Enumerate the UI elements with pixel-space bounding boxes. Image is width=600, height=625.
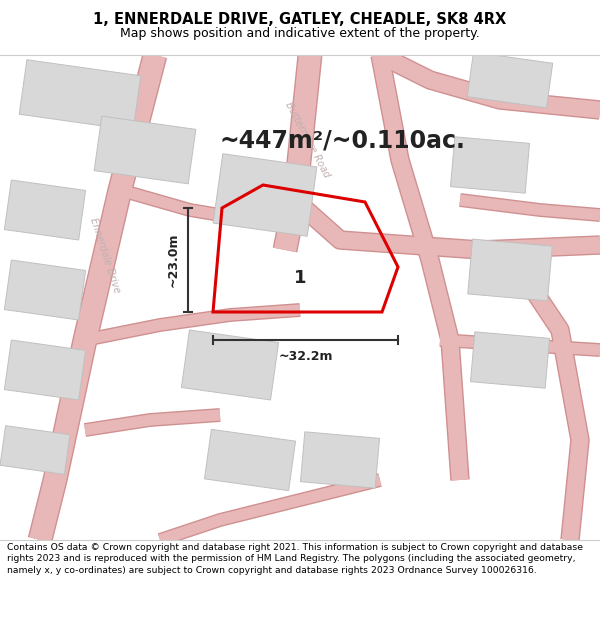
Polygon shape [451,137,530,193]
Polygon shape [470,332,550,388]
Polygon shape [4,180,86,240]
Text: ~23.0m: ~23.0m [167,232,180,288]
Text: Ennerdale Drive: Ennerdale Drive [88,216,122,294]
Polygon shape [301,432,380,488]
Text: Buttermere Road: Buttermere Road [283,101,331,179]
Polygon shape [468,239,552,301]
Polygon shape [205,429,296,491]
Text: ~32.2m: ~32.2m [278,350,333,363]
Text: Contains OS data © Crown copyright and database right 2021. This information is : Contains OS data © Crown copyright and d… [7,542,583,575]
Polygon shape [181,330,278,400]
Polygon shape [0,426,70,474]
Text: 1, ENNERDALE DRIVE, GATLEY, CHEADLE, SK8 4RX: 1, ENNERDALE DRIVE, GATLEY, CHEADLE, SK8… [94,12,506,27]
Text: 1: 1 [294,269,306,287]
Polygon shape [4,260,86,320]
Polygon shape [4,340,86,400]
Polygon shape [94,116,196,184]
Text: Map shows position and indicative extent of the property.: Map shows position and indicative extent… [120,27,480,39]
Polygon shape [213,154,317,236]
Text: ~447m²/~0.110ac.: ~447m²/~0.110ac. [220,128,466,152]
Polygon shape [19,60,141,130]
Polygon shape [467,52,553,108]
